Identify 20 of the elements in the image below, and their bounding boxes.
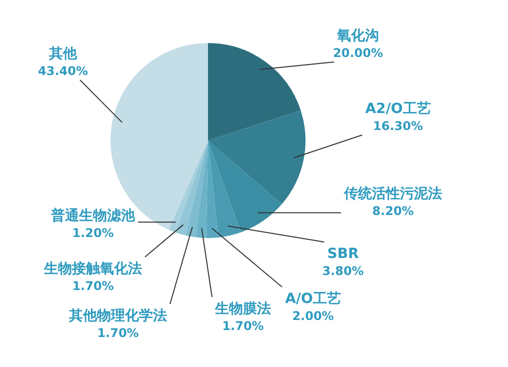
slice-label: 其他 <box>48 46 78 62</box>
slice-label: SBR <box>327 246 359 262</box>
data-label: 1.70% <box>97 326 139 340</box>
slice-label: 其他物理化学法 <box>68 308 167 324</box>
data-label: 20.00% <box>333 46 383 60</box>
data-label: 8.20% <box>372 204 414 218</box>
slice-label: A/O工艺 <box>285 291 341 307</box>
data-label: 3.80% <box>322 264 364 278</box>
data-label: 1.20% <box>72 226 114 240</box>
slice-label: 生物膜法 <box>214 301 271 317</box>
slice-label: 传统活性污泥法 <box>343 185 442 202</box>
data-label: 43.40% <box>38 64 88 78</box>
data-label: 16.30% <box>373 119 423 133</box>
slice-label: A2/O工艺 <box>365 101 431 117</box>
slice-label: 氧化沟 <box>336 28 379 44</box>
data-label: 1.70% <box>72 279 114 293</box>
data-label: 1.70% <box>222 319 264 333</box>
data-label: 2.00% <box>292 309 334 323</box>
slice-label: 生物接触氧化法 <box>43 260 142 277</box>
slice-label: 普通生物滤池 <box>50 207 136 224</box>
